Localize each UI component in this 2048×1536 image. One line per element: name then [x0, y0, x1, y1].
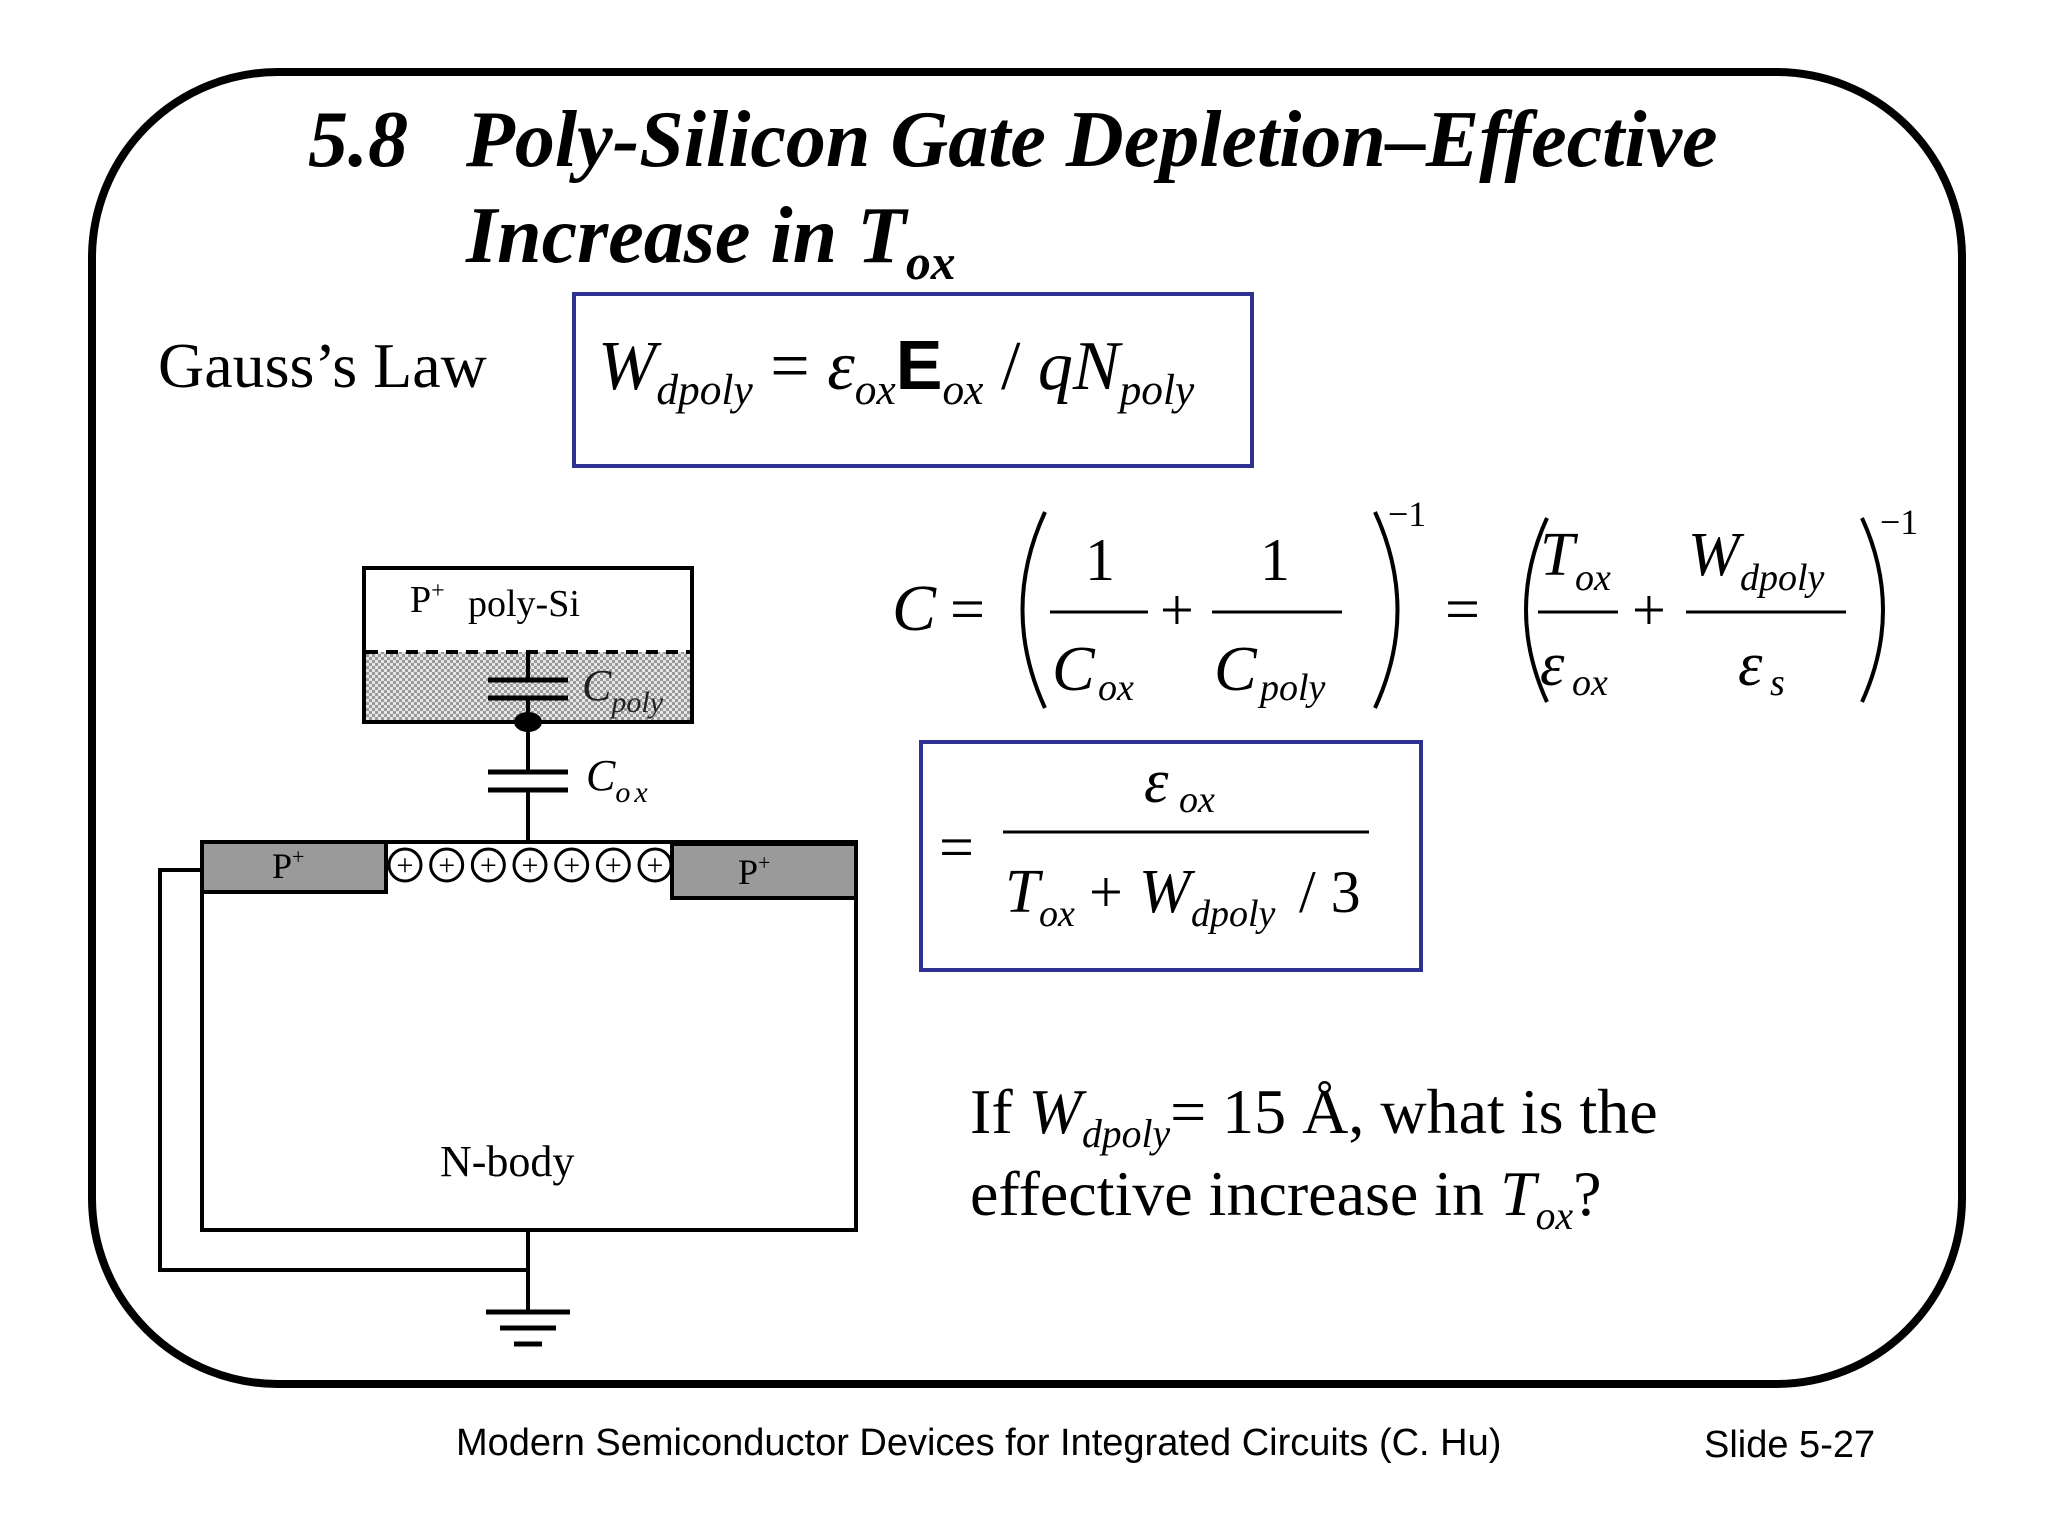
inv-1: −1 [1388, 494, 1426, 534]
slide-frame [88, 68, 1966, 1388]
cpoly-sub: poly [1257, 667, 1326, 709]
result-equals: = [939, 814, 974, 882]
equals-2: = [1445, 576, 1480, 644]
wdpoly-sub: dpoly [1740, 557, 1825, 599]
charge-circle [470, 847, 506, 883]
result-t-sub: ox [1039, 893, 1075, 935]
result-formula: = ε ox T ox + W dpoly / 3 [939, 748, 1369, 935]
charge-circle [429, 847, 465, 883]
title-number: 5.8 [308, 96, 408, 184]
left-paren-1 [1020, 511, 1047, 709]
cox-label: Cox [586, 751, 652, 809]
body-contact-wire [158, 868, 528, 1272]
drain-region [670, 842, 858, 900]
gate-label: P+ [410, 578, 445, 621]
gauss-formula-box [572, 292, 1254, 468]
drain-label: P+ [738, 850, 770, 892]
result-eps-sub: ox [1179, 779, 1215, 821]
plus-2: + [1632, 577, 1666, 643]
right-paren-1 [1373, 511, 1400, 709]
charge-circle [637, 847, 673, 883]
c-symbol: C [892, 572, 937, 645]
tox-sub: ox [1575, 557, 1611, 599]
left-paren-2 [1524, 517, 1549, 703]
charge-plus: + [605, 849, 622, 882]
cpoly-label: Cpoly [582, 661, 664, 719]
charge-plus: + [563, 849, 580, 882]
eps-ox: ε [1540, 631, 1565, 699]
charge-circle [387, 847, 423, 883]
gauss-law-label: Gauss’s Law [158, 330, 487, 401]
footer-slide-number: Slide 5-27 [1704, 1424, 1876, 1466]
wdpoly-w: W [1688, 521, 1745, 589]
gauss-formula: Wdpoly = εoxEox / qNpoly [598, 326, 1195, 415]
result-w: W [1139, 858, 1196, 926]
question-line-1: If Wdpoly= 15 Å, what is the [970, 1076, 1658, 1156]
source-label: P+ [272, 844, 304, 886]
charge-plus: + [480, 849, 497, 882]
question-line-2: effective increase in Tox? [970, 1158, 1602, 1238]
eps-s-sub: s [1770, 662, 1785, 704]
body-label: N-body [440, 1137, 574, 1186]
plus-1: + [1160, 577, 1194, 643]
charge-plus: + [397, 849, 414, 882]
charge-plus: + [647, 849, 664, 882]
one-top-1: 1 [1085, 527, 1115, 593]
capacitance-formula: C = 1 C ox + 1 C poly −1 = T ox ε ox + W… [892, 494, 1918, 709]
n-body [200, 840, 858, 1232]
title-line-2: Increase in Tox [466, 192, 956, 291]
gate-material: poly-Si [468, 583, 580, 625]
one-top-2: 1 [1260, 527, 1290, 593]
eps-s: ε [1738, 631, 1763, 699]
charge-circle [554, 847, 590, 883]
charge-circle [595, 847, 631, 883]
result-plus: + [1089, 859, 1123, 925]
tox-t: T [1540, 521, 1579, 589]
inversion-charges: + + + + + + + [387, 847, 673, 883]
cpoly-c: C [1214, 633, 1258, 704]
result-eps: ε [1144, 748, 1169, 816]
cox-sub: ox [1098, 667, 1134, 709]
eps-ox-sub: ox [1572, 662, 1608, 704]
c-equals: = [950, 576, 985, 644]
result-w-sub: dpoly [1191, 893, 1276, 935]
footer-book: Modern Semiconductor Devices for Integra… [456, 1422, 1502, 1464]
source-region [200, 840, 388, 894]
cox-c: C [1052, 633, 1096, 704]
charge-circle [512, 847, 548, 883]
title-line-1: Poly-Silicon Gate Depletion–Effective [466, 96, 1718, 184]
inv-2: −1 [1880, 502, 1918, 542]
charge-plus: + [438, 849, 455, 882]
result-div3: / 3 [1299, 859, 1361, 925]
charge-plus: + [522, 849, 539, 882]
right-paren-2 [1860, 517, 1885, 703]
result-t: T [1005, 858, 1044, 926]
result-box [919, 740, 1423, 972]
